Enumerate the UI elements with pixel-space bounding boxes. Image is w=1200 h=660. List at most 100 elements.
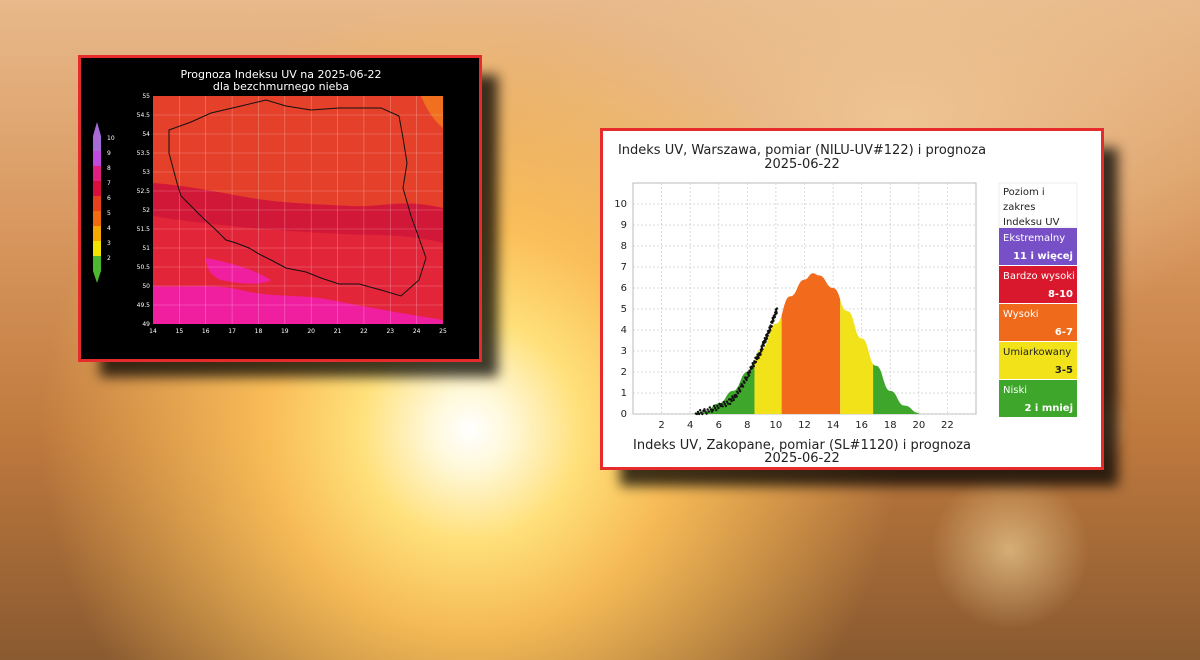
map-x-tick: 17 bbox=[228, 328, 236, 335]
y-tick-label: 8 bbox=[621, 241, 627, 252]
measurement-point bbox=[765, 337, 769, 340]
map-y-tick: 49 bbox=[142, 321, 150, 328]
y-tick-label: 4 bbox=[621, 325, 627, 336]
map-x-tick: 21 bbox=[334, 328, 342, 335]
measurement-point bbox=[736, 392, 740, 395]
map-y-tick: 53 bbox=[142, 169, 150, 176]
colorbar-segment bbox=[93, 166, 101, 181]
zone-6-7 bbox=[153, 96, 443, 208]
measurement-point bbox=[738, 390, 742, 393]
colorbar-segment bbox=[93, 151, 101, 166]
legend-level-name: Bardzo wysoki bbox=[1003, 271, 1075, 282]
y-tick-label: 10 bbox=[614, 199, 627, 210]
map-title-line1: Prognoza Indeksu UV na 2025-06-22 bbox=[181, 68, 382, 81]
measurement-point bbox=[724, 404, 728, 408]
measurement-point bbox=[772, 319, 775, 323]
x-tick-label: 4 bbox=[687, 420, 693, 431]
measurement-point bbox=[723, 402, 727, 406]
measurement-point bbox=[745, 378, 748, 382]
measurement-point bbox=[696, 410, 700, 414]
x-tick-label: 16 bbox=[855, 420, 868, 431]
x-tick-label: 20 bbox=[912, 420, 925, 431]
chart-bottom-title: Indeks UV, Zakopane, pomiar (SL#1120) i … bbox=[633, 438, 971, 453]
legend-level-range: 8-10 bbox=[1048, 289, 1073, 300]
x-tick-labels: 2 4 6 8 10 12 14 16 18 20 22 bbox=[658, 420, 953, 431]
x-tick-label: 2 bbox=[658, 420, 664, 431]
colorbar-label: 5 bbox=[107, 210, 111, 217]
colorbar-top-cap bbox=[93, 122, 101, 136]
colorbar-label: 2 bbox=[107, 255, 111, 262]
legend-level-name: Niski bbox=[1003, 385, 1027, 396]
measurement-series bbox=[694, 307, 779, 416]
map-x-tick: 24 bbox=[413, 328, 421, 335]
map-y-tick: 53.5 bbox=[137, 150, 151, 157]
x-tick-label: 18 bbox=[884, 420, 897, 431]
measurement-point bbox=[709, 408, 713, 411]
measurement-point bbox=[711, 408, 715, 412]
measurement-point bbox=[773, 315, 777, 319]
colorbar-segment bbox=[93, 226, 101, 241]
y-tick-label: 9 bbox=[621, 220, 627, 231]
colorbar-segment bbox=[93, 241, 101, 256]
colorbar-segment bbox=[93, 211, 101, 226]
x-tick-label: 22 bbox=[941, 420, 954, 431]
chart-bottom-subtitle: 2025-06-22 bbox=[764, 451, 840, 466]
measurement-point bbox=[762, 344, 765, 347]
legend-level-range: 2 i mniej bbox=[1024, 403, 1073, 414]
measurement-point bbox=[727, 398, 731, 401]
measurement-point bbox=[750, 366, 754, 370]
x-tick-label: 8 bbox=[744, 420, 750, 431]
legend-level-name: Umiarkowany bbox=[1003, 347, 1071, 358]
measurement-point bbox=[771, 321, 774, 325]
legend-swatch bbox=[999, 266, 1077, 303]
map-x-tick: 23 bbox=[386, 328, 394, 335]
chart-subtitle: 2025-06-22 bbox=[764, 157, 840, 172]
measurement-point bbox=[726, 402, 730, 405]
map-y-tick: 51.5 bbox=[137, 226, 151, 233]
x-tick-label: 12 bbox=[798, 420, 811, 431]
map-x-ticks: 14 15 16 17 18 19 20 21 22 23 24 25 bbox=[149, 328, 447, 335]
measurement-point bbox=[747, 374, 751, 377]
map-y-tick: 52.5 bbox=[137, 188, 151, 195]
zone-9 bbox=[153, 286, 443, 324]
legend-header-line1: Poziom i bbox=[1003, 187, 1045, 198]
legend-swatch bbox=[999, 228, 1077, 265]
measurement-point bbox=[720, 403, 723, 406]
uv-forecast-map: Prognoza Indeksu UV na 2025-06-22 dla be… bbox=[93, 68, 447, 335]
colorbar-label: 10 bbox=[107, 135, 115, 142]
legend-header-line2: zakres bbox=[1003, 202, 1035, 213]
map-y-tick: 52 bbox=[142, 207, 150, 214]
measurement-point bbox=[715, 408, 718, 412]
measurement-point bbox=[754, 360, 758, 364]
map-x-tick: 25 bbox=[439, 328, 447, 335]
colorbar-segment bbox=[93, 196, 101, 211]
measurement-point bbox=[697, 412, 701, 416]
map-x-tick: 16 bbox=[202, 328, 210, 335]
measurement-point bbox=[770, 325, 773, 328]
map-y-tick: 49.5 bbox=[137, 302, 151, 309]
measurement-point bbox=[701, 412, 704, 416]
map-x-tick: 15 bbox=[176, 328, 184, 335]
measurement-point bbox=[775, 311, 778, 315]
map-y-ticks: 55 54.5 54 53.5 53 52.5 52 51.5 51 50.5 50 49.5 49 bbox=[137, 93, 151, 328]
legend-header-box bbox=[998, 182, 1078, 228]
measurement-point bbox=[708, 406, 712, 409]
map-y-tick: 55 bbox=[142, 93, 150, 100]
measurement-point bbox=[757, 356, 760, 360]
measurement-point bbox=[741, 385, 745, 388]
map-y-tick: 54 bbox=[142, 131, 150, 138]
colorbar-segment bbox=[93, 256, 101, 271]
uv-chart-panel: Indeks UV, Warszawa, pomiar (NILU-UV#122… bbox=[600, 128, 1104, 470]
zone-9b bbox=[206, 258, 271, 284]
measurement-point bbox=[722, 400, 725, 404]
measurement-point bbox=[732, 398, 735, 402]
measurement-point bbox=[713, 406, 717, 410]
y-tick-labels: 0 1 2 3 4 5 6 7 8 9 10 bbox=[614, 199, 627, 420]
legend: Poziom i zakres Indeksu UV Ekstremalny 11… bbox=[998, 182, 1078, 417]
legend-level-range: 6-7 bbox=[1055, 327, 1073, 338]
y-tick-label: 1 bbox=[621, 388, 627, 399]
measurement-point bbox=[735, 395, 738, 398]
map-x-tick: 19 bbox=[281, 328, 289, 335]
measurement-point bbox=[706, 408, 709, 411]
x-tick-label: 6 bbox=[716, 420, 722, 431]
